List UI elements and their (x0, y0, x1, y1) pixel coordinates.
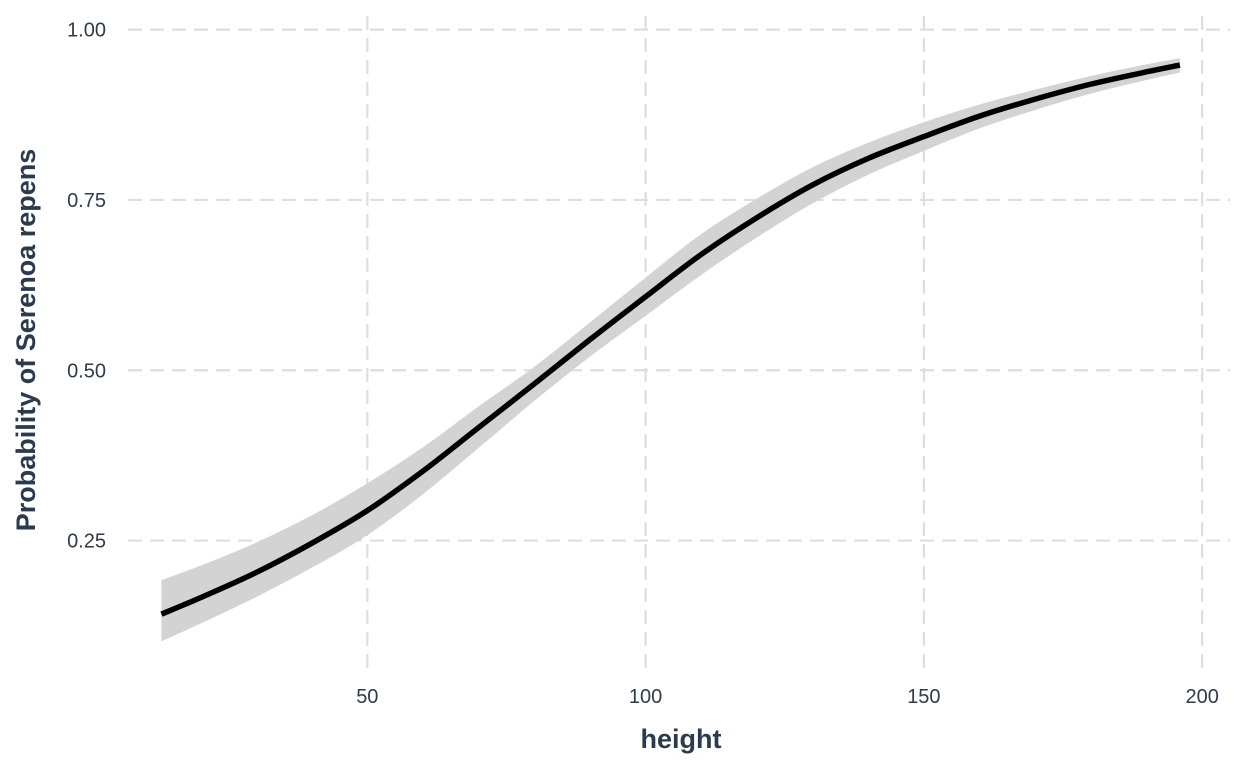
x-axis-title: height (641, 724, 722, 754)
x-tick-label: 150 (907, 686, 940, 708)
y-tick-label: 1.00 (67, 20, 106, 42)
confidence-ribbon (161, 58, 1180, 642)
y-axis-title: Probability of Serenoa repens (11, 149, 41, 532)
fitted-curve (160, 62, 1181, 617)
x-tick-label: 50 (356, 686, 378, 708)
x-tick-label: 100 (629, 686, 662, 708)
series-line (160, 62, 1181, 617)
x-tick-label: 200 (1185, 686, 1218, 708)
y-tick-label: 0.50 (67, 360, 106, 382)
tick-labels: 0.25 0.50 0.75 1.00 50 100 150 200 (67, 20, 1219, 708)
y-tick-label: 0.25 (67, 531, 106, 553)
y-tick-label: 0.75 (67, 190, 106, 212)
confidence-band (161, 58, 1180, 642)
